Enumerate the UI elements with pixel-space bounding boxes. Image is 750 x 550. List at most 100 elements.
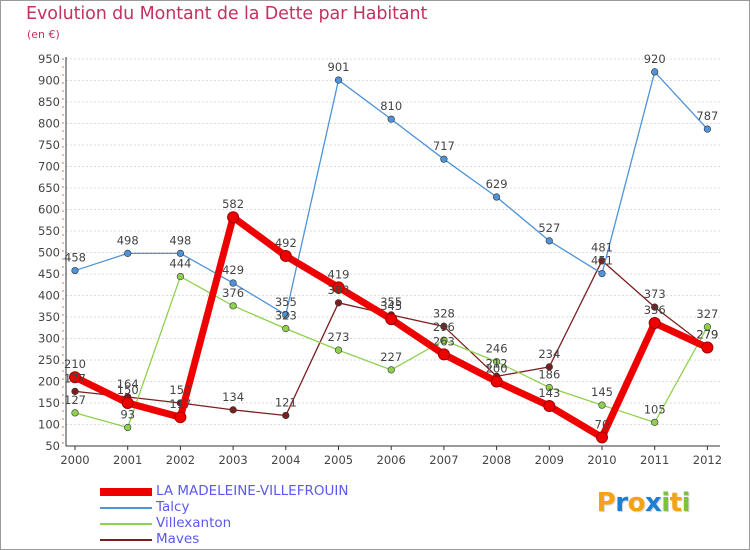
data-point [703, 323, 712, 331]
x-tick-label: 2008 [482, 453, 511, 467]
data-label: 200 [486, 362, 508, 376]
data-label: 810 [380, 99, 402, 113]
legend-swatch [100, 488, 152, 496]
data-point [385, 313, 398, 326]
data-point [651, 418, 659, 426]
y-tick-label: 750 [38, 138, 60, 152]
data-point [648, 317, 661, 330]
y-tick-label: 650 [38, 181, 60, 195]
data-label: 227 [380, 350, 402, 364]
data-point [279, 249, 292, 262]
data-label: 458 [64, 251, 86, 265]
logo-letter: o [627, 488, 646, 518]
data-point [282, 411, 290, 420]
data-label: 177 [64, 371, 86, 385]
data-point [598, 401, 606, 409]
data-point [493, 358, 501, 366]
data-point [124, 249, 132, 257]
data-label: 345 [380, 299, 402, 313]
data-point [334, 346, 343, 354]
data-point [229, 279, 237, 287]
y-tick-label: 250 [38, 353, 60, 367]
data-point [440, 336, 448, 344]
x-tick-label: 2001 [113, 453, 142, 467]
legend-swatch [100, 523, 152, 525]
y-tick-label: 100 [38, 418, 60, 432]
data-label: 419 [328, 267, 350, 281]
logo-letter: x [644, 488, 662, 518]
data-point [651, 68, 659, 76]
x-tick-label: 2004 [271, 453, 300, 467]
data-point [701, 341, 714, 354]
data-point [71, 409, 79, 417]
y-tick-label: 600 [38, 203, 60, 217]
data-label: 527 [538, 221, 560, 235]
legend-label: LA MADELEINE-VILLEFROUIN [156, 483, 349, 499]
data-point [176, 249, 184, 257]
data-label: 787 [696, 109, 718, 123]
x-tick-label: 2002 [166, 453, 195, 467]
x-tick-label: 2003 [218, 453, 247, 467]
data-point [545, 383, 553, 392]
data-label: 210 [64, 357, 86, 371]
data-point [334, 299, 343, 307]
legend-label: Villexanton [156, 515, 232, 531]
data-label: 279 [696, 328, 718, 342]
data-point [543, 400, 556, 413]
data-point [227, 211, 240, 224]
data-label: 481 [591, 241, 613, 255]
data-label: 186 [538, 368, 560, 382]
data-point [703, 125, 712, 133]
chart-subtitle: (en €) [27, 28, 60, 41]
data-label: 376 [222, 286, 244, 300]
data-point [437, 348, 450, 361]
data-label: 164 [117, 377, 139, 391]
data-label: 150 [169, 383, 191, 397]
data-label: 127 [64, 393, 86, 407]
x-tick-label: 2010 [587, 453, 616, 467]
data-point [332, 281, 345, 294]
x-tick-label: 2000 [60, 453, 89, 467]
data-label: 246 [486, 342, 508, 356]
legend-swatch [100, 539, 152, 541]
data-point [440, 155, 448, 163]
data-label: 263 [433, 334, 455, 348]
x-tick-label: 2006 [377, 453, 406, 467]
data-point [121, 397, 134, 409]
legend-label: Talcy [156, 499, 190, 515]
y-tick-label: 900 [38, 74, 60, 88]
y-tick-label: 200 [38, 375, 60, 389]
y-tick-label: 550 [38, 224, 60, 238]
data-point [596, 431, 608, 444]
data-point [282, 311, 290, 319]
data-point [490, 375, 503, 388]
data-label: 383 [328, 283, 350, 297]
data-label: 212 [486, 356, 508, 370]
data-label: 355 [275, 295, 297, 309]
data-point [71, 387, 79, 395]
data-label: 492 [275, 236, 297, 250]
y-tick-label: 50 [45, 439, 60, 453]
data-point [440, 322, 448, 331]
proxiti-logo: Proxiti [597, 488, 691, 518]
data-label: 327 [696, 307, 718, 321]
y-tick-label: 950 [38, 52, 60, 66]
logo-letter: i [681, 488, 691, 518]
data-point [282, 325, 290, 333]
data-point [387, 115, 395, 123]
data-label: 296 [433, 320, 455, 334]
y-tick-label: 150 [38, 396, 60, 410]
data-label: 498 [117, 233, 139, 247]
data-label: 498 [169, 233, 191, 247]
data-point [387, 366, 395, 374]
y-tick-label: 800 [38, 117, 60, 131]
data-point [229, 302, 237, 310]
data-label: 451 [591, 254, 613, 268]
data-point [174, 411, 187, 424]
data-label: 629 [486, 177, 508, 191]
logo-letter: i [661, 488, 670, 518]
data-label: 717 [433, 139, 455, 153]
legend-swatch [100, 507, 152, 509]
